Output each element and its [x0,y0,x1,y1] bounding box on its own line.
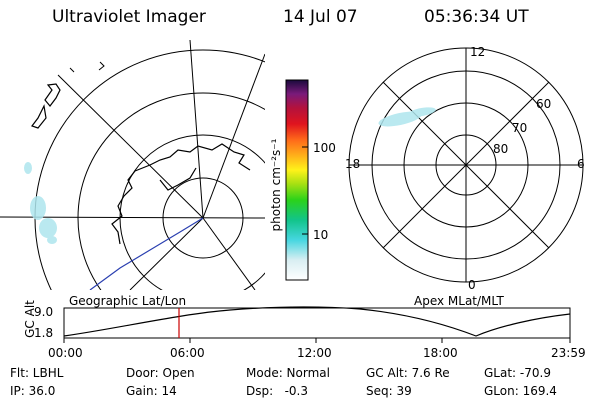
time-tick-0000: 00:00 [48,346,83,360]
mode-status: Mode: Normal [246,366,330,380]
mlt-label-6: 6 [577,157,585,171]
time-tick-1200: 12:00 [297,346,332,360]
altitude-plot [63,306,571,343]
colorbar-tick-100: 100 [313,141,336,155]
geographic-map-label: Geographic Lat/Lon [69,294,187,308]
altitude-ymin: 1.8 [34,326,54,340]
mlt-label-18: 18 [345,157,361,171]
time-label: 05:36:34 UT [424,7,529,27]
mlt-label-12: 12 [470,45,486,59]
mlt-label-0: 0 [468,278,476,292]
instrument-title: Ultraviolet Imager [52,7,206,27]
apex-map-label: Apex MLat/MLT [414,294,504,308]
door-status: Door: Open [126,366,195,380]
time-tick-0600: 06:00 [170,346,205,360]
aurora-oval [378,107,436,127]
ip-status: IP: 36.0 [10,384,56,398]
colorbar-tick-10: 10 [313,228,329,242]
altitude-ymax: 9.0 [34,305,54,319]
time-tick-2359: 23:59 [551,346,586,360]
dsp-status: Dsp: -0.3 [246,384,309,398]
colorbar [285,79,309,281]
glat-status: GLat: -70.9 [484,366,551,380]
gain-status: Gain: 14 [126,384,177,398]
apex-map [348,47,584,283]
filter-status: Flt: LBHL [10,366,64,380]
date-label: 14 Jul 07 [283,7,358,27]
mlat-label-60: 60 [536,97,552,111]
seq-status: Seq: 39 [366,384,412,398]
time-tick-1800: 18:00 [423,346,458,360]
aurora-emission [24,162,57,244]
geographic-map [0,40,265,290]
colorbar-unit-label: photon cm⁻²s⁻¹ [269,138,283,232]
mlat-label-70: 70 [512,121,528,135]
gc-alt-status: GC Alt: 7.6 Re [366,366,450,380]
glon-status: GLon: 169.4 [484,384,557,398]
mlat-label-80: 80 [493,142,509,156]
